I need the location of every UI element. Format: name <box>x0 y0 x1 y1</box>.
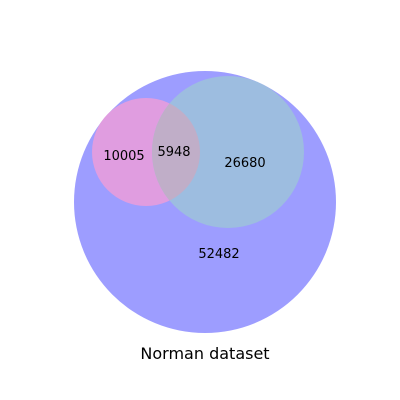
right-only-count: 26680 <box>224 156 265 171</box>
outer-only-count: 52482 <box>198 247 239 262</box>
right-set-circle <box>152 76 304 228</box>
diagram-caption: Norman dataset <box>140 344 269 363</box>
left-only-count: 10005 <box>103 149 144 164</box>
intersection-count: 5948 <box>157 145 190 160</box>
